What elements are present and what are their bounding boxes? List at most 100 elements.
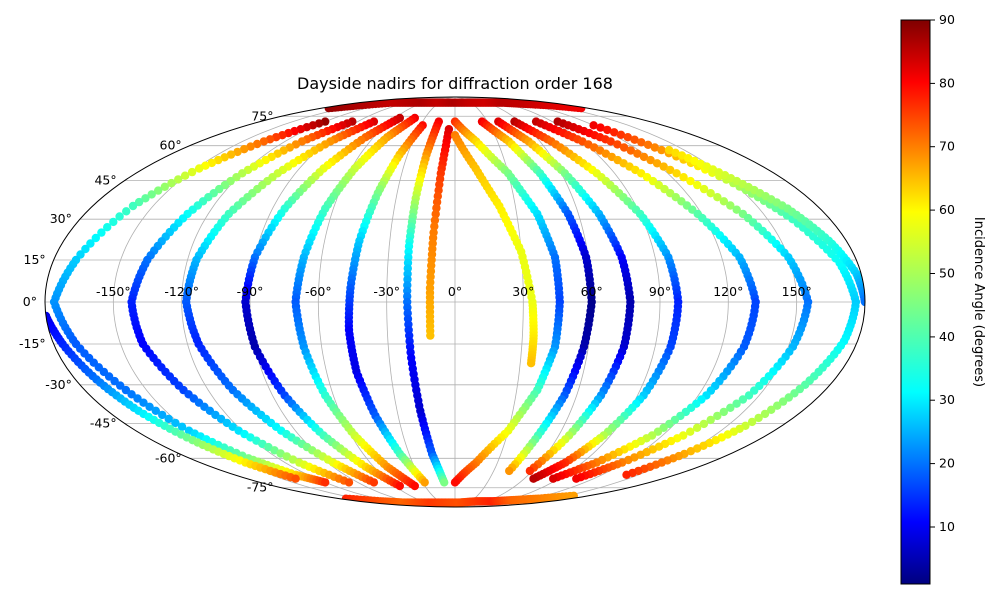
y-tick-label: 75° <box>251 108 273 123</box>
colorbar-tick-label: 90 <box>939 12 955 27</box>
nadir-point <box>420 478 429 487</box>
nadir-point <box>127 390 136 399</box>
y-tick-label: 15° <box>24 252 46 267</box>
nadir-point <box>778 397 788 406</box>
nadir-point <box>171 418 180 428</box>
nadir-point <box>657 145 666 155</box>
y-tick-label: -45° <box>90 415 117 430</box>
nadir-point <box>440 478 449 487</box>
nadir-point <box>282 452 291 461</box>
nadir-point <box>679 173 688 182</box>
nadir-point <box>154 186 163 195</box>
nadir-point <box>622 470 631 479</box>
nadir-point <box>410 481 419 491</box>
x-tick-label: -120° <box>164 284 199 299</box>
nadir-point <box>713 411 722 421</box>
nadir-point <box>652 159 662 168</box>
nadir-point <box>642 173 652 182</box>
x-tick-label: 120° <box>713 284 743 299</box>
nadir-point <box>104 372 114 381</box>
nadir-point <box>619 143 629 152</box>
nadir-point <box>177 422 187 431</box>
nadir-point <box>116 381 125 390</box>
x-tick-label: 60° <box>581 284 603 299</box>
x-tick-label: 0° <box>448 284 462 299</box>
nadir-point <box>760 409 770 419</box>
nadir-point <box>151 406 160 415</box>
nadir-point <box>773 401 782 410</box>
x-tick-label: 90° <box>649 284 671 299</box>
nadir-point <box>646 155 655 165</box>
colorbar-tick-label: 40 <box>939 329 955 344</box>
nadir-point <box>228 422 237 431</box>
nadir-point <box>699 184 709 194</box>
nadir-point <box>134 197 144 207</box>
nadir-point <box>81 244 90 254</box>
nadir-point <box>214 155 223 165</box>
nadir-point <box>699 419 709 429</box>
nadir-point <box>207 158 216 168</box>
nadir-point <box>732 205 741 214</box>
colorbar-tick-label: 70 <box>939 139 955 154</box>
x-tick-label: -30° <box>373 284 400 299</box>
nadir-point <box>754 413 763 423</box>
nadir-point <box>686 176 695 186</box>
nadir-point <box>158 410 167 420</box>
nadir-point <box>103 223 112 232</box>
nadir-point <box>321 478 330 487</box>
nadir-point <box>630 135 639 144</box>
nadir-point <box>747 417 757 427</box>
nadir-point <box>164 414 173 424</box>
colorbar-label: Incidence Angle (degrees) <box>971 217 986 387</box>
nadir-point <box>610 128 619 137</box>
nadir-point <box>525 466 535 476</box>
y-tick-label: -30° <box>45 377 72 392</box>
nadir-point <box>109 217 118 227</box>
nadir-point <box>344 478 354 487</box>
nadir-point <box>719 197 729 206</box>
nadir-point <box>726 201 735 210</box>
nadir-point <box>122 207 131 216</box>
nadir-point <box>606 137 615 146</box>
nadir-point <box>110 376 119 386</box>
colorbar <box>900 19 931 585</box>
colorbar-tick-label: 80 <box>939 75 955 90</box>
colorbar-tick-label: 30 <box>939 392 955 407</box>
nadir-point <box>692 423 702 432</box>
nadir-point <box>671 148 680 157</box>
nadir-point <box>549 474 558 483</box>
nadir-point <box>577 104 586 113</box>
nadir-point <box>139 398 148 407</box>
nadir-point <box>147 190 156 199</box>
nadir-point <box>738 395 748 404</box>
nadir-point <box>637 138 646 147</box>
map-outline <box>44 96 866 508</box>
nadir-point <box>431 209 440 219</box>
nadir-point <box>744 391 754 400</box>
nadir-point <box>160 182 169 191</box>
x-tick-label: -90° <box>237 284 264 299</box>
nadir-point <box>664 145 674 155</box>
nadir-point <box>767 405 776 414</box>
nadir-point <box>616 130 626 139</box>
colorbar-ticks: 10 20 30 40 50 60 70 80 90 <box>930 12 955 534</box>
y-tick-label: 45° <box>94 173 116 188</box>
nadir-point <box>430 222 439 231</box>
nadir-point <box>426 331 435 340</box>
nadir-point <box>643 140 653 149</box>
nadir-point <box>86 239 95 248</box>
nadir-point <box>226 150 236 159</box>
nadir-point <box>91 233 101 243</box>
nadir-point <box>713 193 722 202</box>
x-tick-label: -150° <box>96 284 131 299</box>
nadir-point <box>706 415 715 425</box>
nadir-point <box>259 137 269 146</box>
colorbar-tick-label: 20 <box>939 456 955 471</box>
chart-title: Dayside nadirs for diffraction order 168 <box>297 74 613 93</box>
nadir-point <box>637 169 646 178</box>
y-tick-label: -60° <box>155 450 182 465</box>
x-tick-label: 30° <box>512 284 534 299</box>
nadir-point <box>529 474 538 483</box>
nadir-point <box>195 164 204 173</box>
tick-labels: -150° -120° -90° -60° -30° 0° 30° 60° 90° 120° 150… <box>19 108 812 494</box>
